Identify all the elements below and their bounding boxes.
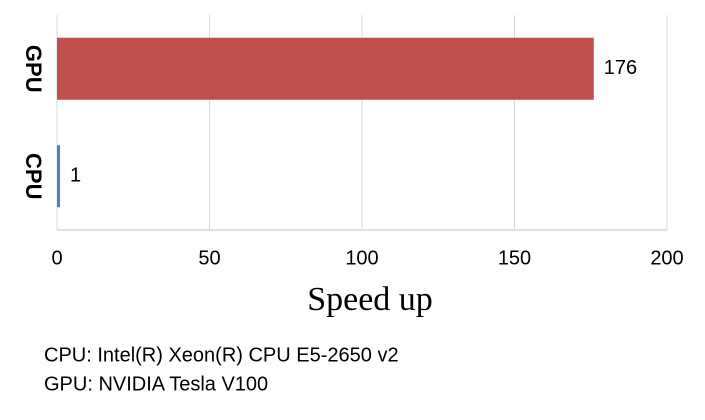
x-tick-label: 150 <box>498 247 531 269</box>
y-tick-label: CPU <box>21 153 46 199</box>
x-tick-label: 0 <box>51 247 62 269</box>
value-label: 1 <box>70 165 81 187</box>
y-tick-label: GPU <box>21 45 46 93</box>
x-axis-label: Speed up <box>307 281 433 318</box>
note: CPU: Intel(R) Xeon(R) CPU E5-2650 v2 <box>44 344 399 366</box>
bar <box>57 145 61 208</box>
bar <box>57 37 594 100</box>
value-label: 176 <box>604 57 637 79</box>
x-tick-label: 200 <box>650 247 683 269</box>
note: GPU: NVIDIA Tesla V100 <box>44 373 268 395</box>
x-tick-label: 50 <box>198 247 220 269</box>
x-tick-label: 100 <box>345 247 378 269</box>
